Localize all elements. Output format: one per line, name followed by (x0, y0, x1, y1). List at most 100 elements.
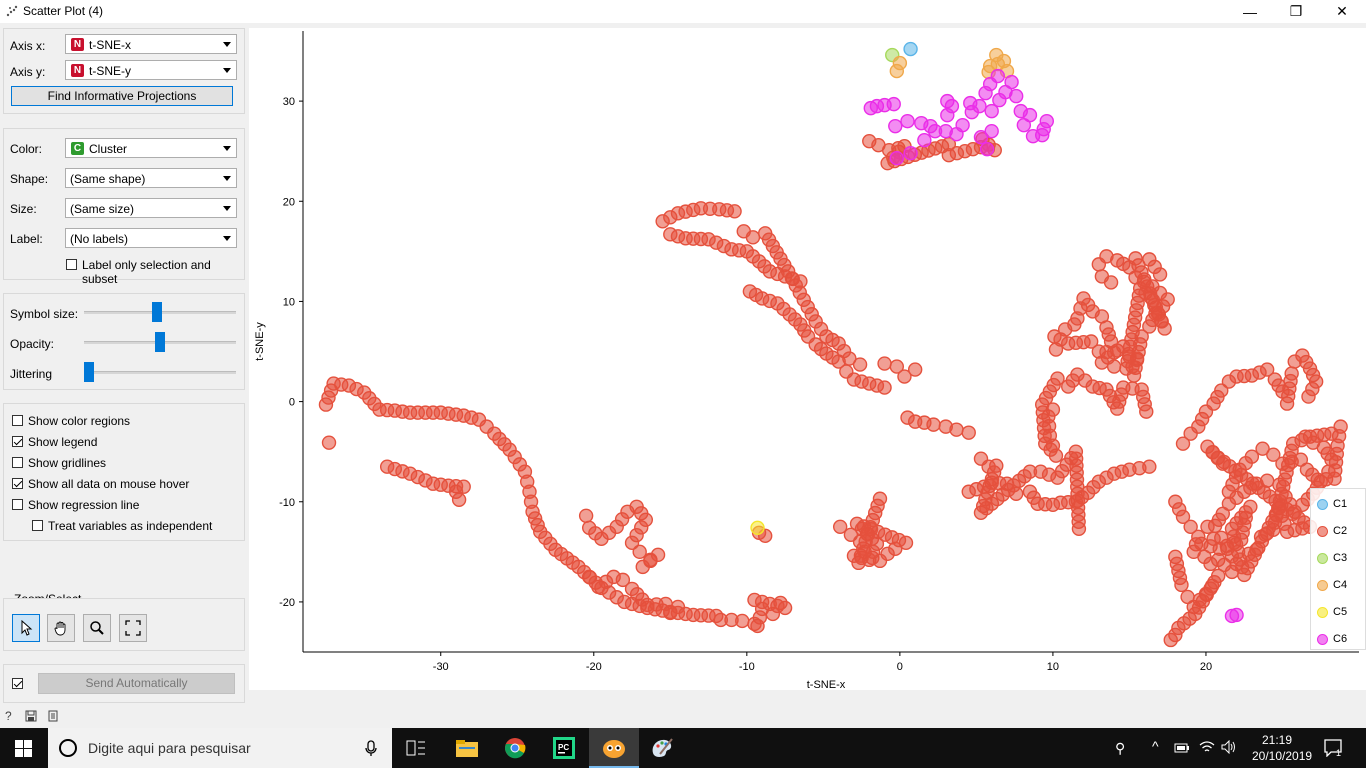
x-axis-label: t-SNE-x (807, 679, 846, 690)
report-icon[interactable] (47, 710, 59, 722)
magnifier-icon (90, 621, 104, 635)
size-value: (Same size) (70, 202, 135, 216)
legend-swatch (1317, 525, 1328, 537)
data-point-c6 (963, 95, 978, 111)
pan-tool-button[interactable] (47, 614, 75, 642)
show-all-data-checkbox[interactable] (12, 478, 23, 489)
close-icon: ✕ (1336, 3, 1348, 19)
legend-item-c5: C5 (1317, 605, 1347, 619)
volume-icon[interactable] (1221, 740, 1237, 754)
maximize-button[interactable]: ❐ (1273, 0, 1319, 23)
notifications-icon[interactable] (1324, 739, 1342, 757)
opacity-handle[interactable] (155, 332, 165, 352)
close-button[interactable]: ✕ (1319, 0, 1365, 23)
data-point-c2 (852, 357, 868, 372)
data-point-c2 (1175, 509, 1191, 524)
zoom-reset-button[interactable] (119, 614, 147, 642)
data-point-c2 (1259, 362, 1275, 377)
microphone-icon[interactable] (365, 740, 377, 757)
data-point-c2 (1050, 371, 1065, 386)
categorical-variable-icon: C (71, 142, 84, 155)
axis-y-label: Axis y: (10, 65, 46, 79)
data-point-c6 (973, 129, 989, 145)
data-point-c6 (979, 141, 995, 157)
data-point-c2 (1071, 521, 1087, 537)
show-regression-line-checkbox[interactable] (12, 499, 23, 510)
maximize-icon: ❐ (1289, 3, 1303, 19)
jittering-handle[interactable] (84, 362, 94, 382)
treat-independent-checkbox[interactable] (32, 520, 43, 531)
chevron-down-icon (223, 176, 231, 181)
minimize-button[interactable]: — (1227, 0, 1273, 23)
data-point-c5 (750, 520, 765, 535)
axes-box: Axis x: N t-SNE-x Axis y: N t-SNE-y Find… (3, 28, 245, 114)
chrome-icon[interactable] (504, 737, 526, 759)
title-bar: Scatter Plot (4) — ❐ ✕ (0, 0, 1366, 23)
axis-x-label: Axis x: (10, 39, 46, 53)
show-gridlines-checkbox[interactable] (12, 457, 23, 468)
legend-swatch (1317, 633, 1328, 645)
color-select[interactable]: C Cluster (65, 138, 237, 158)
data-point-c2 (877, 356, 892, 371)
label-select[interactable]: (No labels) (65, 228, 237, 248)
data-point-c6 (888, 118, 903, 134)
scatter-plot[interactable]: -30 -20 -10 0 10 20 -20 -10 0 10 20 30 t-SNE-x t-SNE-… (249, 28, 1366, 691)
wifi-icon[interactable] (1199, 740, 1215, 754)
send-automatically-checkbox[interactable] (12, 678, 23, 689)
data-point-c4 (889, 63, 905, 79)
options-box: Show color regions Show legend Show grid… (3, 403, 245, 541)
data-point-c4 (996, 53, 1012, 69)
data-point-c2 (889, 359, 905, 374)
send-automatically-button[interactable]: Send Automatically (38, 673, 235, 694)
paint-icon[interactable] (650, 737, 674, 759)
shape-select[interactable]: (Same shape) (65, 168, 237, 188)
select-tool-button[interactable] (12, 614, 40, 642)
zoom-tool-button[interactable] (83, 614, 111, 642)
color-label: Color: (10, 142, 43, 156)
data-point-c2 (1142, 459, 1157, 474)
data-point-c2 (650, 547, 666, 563)
show-legend-checkbox[interactable] (12, 436, 23, 447)
legend: C1 C2 C3 C4 C5 C6 (1310, 488, 1366, 650)
data-point-c2 (1139, 404, 1154, 419)
send-box: Send Automatically (3, 664, 245, 703)
pycharm-icon[interactable]: PC (553, 737, 575, 759)
task-view-icon[interactable] (406, 740, 426, 756)
taskbar-search-box[interactable]: Digite aqui para pesquisar (48, 728, 392, 768)
data-point-c2 (1128, 251, 1143, 266)
data-point-c2 (1174, 577, 1189, 593)
show-color-regions-checkbox[interactable] (12, 415, 23, 426)
cortana-icon (59, 739, 77, 757)
data-point-c6 (1036, 121, 1051, 137)
color-value: Cluster (89, 142, 128, 156)
file-explorer-icon[interactable] (455, 738, 479, 758)
find-informative-projections-button[interactable]: Find Informative Projections (11, 86, 233, 106)
jittering-slider[interactable] (84, 371, 236, 374)
data-point-c6 (984, 123, 999, 139)
hand-icon (54, 621, 66, 636)
data-point-c2 (1215, 456, 1230, 471)
battery-icon[interactable] (1174, 742, 1190, 754)
orange-taskbar-active[interactable] (589, 728, 639, 768)
save-icon[interactable] (25, 710, 37, 722)
legend-item-c3: C3 (1317, 551, 1347, 565)
chevron-up-icon[interactable]: ^ (1152, 738, 1159, 754)
people-icon[interactable]: ⚲ (1115, 740, 1126, 756)
symbol-size-handle[interactable] (152, 302, 163, 322)
axis-x-select[interactable]: N t-SNE-x (65, 34, 237, 54)
help-icon[interactable]: ? (5, 709, 12, 723)
plot-area[interactable]: -30 -20 -10 0 10 20 -20 -10 0 10 20 30 t-SNE-x t-SNE-… (249, 28, 1366, 691)
shape-value: (Same shape) (70, 172, 146, 186)
data-point-c6 (1008, 88, 1024, 104)
axis-y-select[interactable]: N t-SNE-y (65, 60, 237, 80)
windows-start-icon[interactable] (15, 740, 32, 757)
legend-swatch (1317, 552, 1328, 564)
size-select[interactable]: (Same size) (65, 198, 237, 218)
size-label: Size: (10, 202, 37, 216)
minimize-icon: — (1243, 3, 1257, 20)
data-point-c6 (940, 93, 955, 109)
legend-item-c4: C4 (1317, 578, 1347, 592)
data-point-c6 (1022, 107, 1038, 123)
clock[interactable]: 21:19 20/10/2019 (1252, 732, 1312, 764)
label-only-checkbox[interactable] (66, 259, 77, 270)
